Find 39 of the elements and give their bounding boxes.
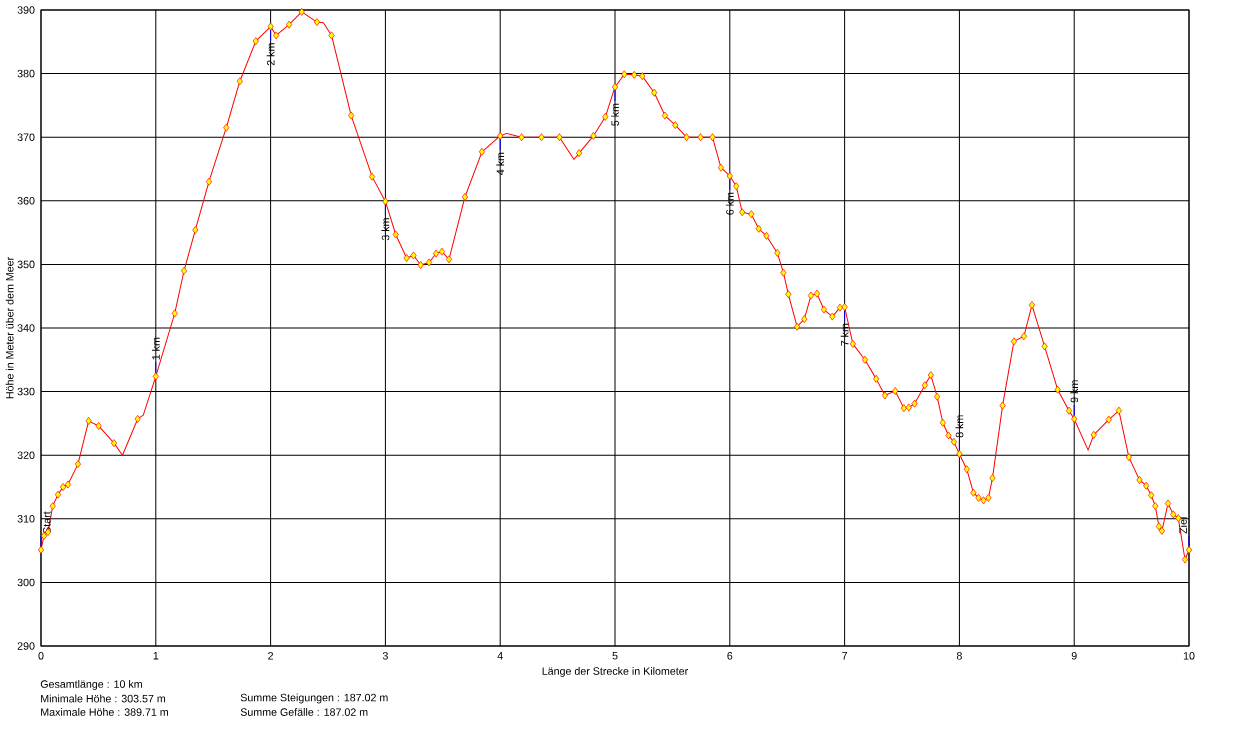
text: Gesamtlänge : 10 km	[40, 680, 142, 690]
text: Summe Gefälle : 187.02 m	[240, 708, 368, 716]
x-tick-label: 2	[268, 652, 274, 660]
y-tick-label: 320	[17, 451, 35, 459]
text: Minimale Höhe : 303.57 m	[41, 694, 166, 703]
annotation: Ziel	[1179, 517, 1187, 534]
text: Summe Steigungen : 187.02 m	[240, 693, 388, 704]
annotation: 6 km	[725, 192, 734, 215]
y-tick-label: 350	[17, 260, 35, 269]
y-tick-label: 300	[17, 578, 35, 587]
y-tick-label: 330	[17, 387, 35, 396]
x-tick-label: 3	[382, 652, 388, 660]
annotation: 5 km	[611, 103, 619, 126]
annotation: 1 km	[151, 337, 160, 360]
text: Maximale Höhe : 389.71 m	[41, 708, 168, 716]
y-tick-label: 310	[17, 515, 35, 523]
annotation: 2 km	[266, 43, 275, 66]
x-tick-label: 7	[842, 652, 848, 660]
y-tick-label: 290	[17, 642, 35, 650]
x-tick-label: 10	[1183, 652, 1195, 660]
x-tick-label: 5	[612, 652, 618, 660]
annotation: 8 km	[955, 415, 964, 438]
annotation: Start	[43, 511, 51, 534]
x-tick-label: 0	[38, 652, 44, 660]
annotation: 7 km	[840, 323, 849, 346]
x-tick-label: 4	[497, 652, 503, 660]
y-tick-label: 370	[17, 133, 35, 141]
y-tick-label: 380	[17, 69, 35, 78]
annotation: 3 km	[381, 218, 390, 241]
annotation: 4 km	[496, 152, 505, 175]
x-axis-title: Länge der Strecke in Kilometer	[542, 667, 689, 677]
y-tick-label: 360	[17, 197, 35, 205]
y-axis-title: Höhe in Meter über dem Meer	[5, 257, 14, 399]
y-tick-label: 340	[17, 324, 35, 332]
x-tick-label: 1	[153, 652, 159, 660]
y-tick-label: 390	[17, 6, 35, 14]
x-tick-label: 9	[1071, 652, 1077, 660]
x-tick-label: 8	[956, 652, 962, 660]
x-tick-label: 6	[727, 652, 733, 660]
